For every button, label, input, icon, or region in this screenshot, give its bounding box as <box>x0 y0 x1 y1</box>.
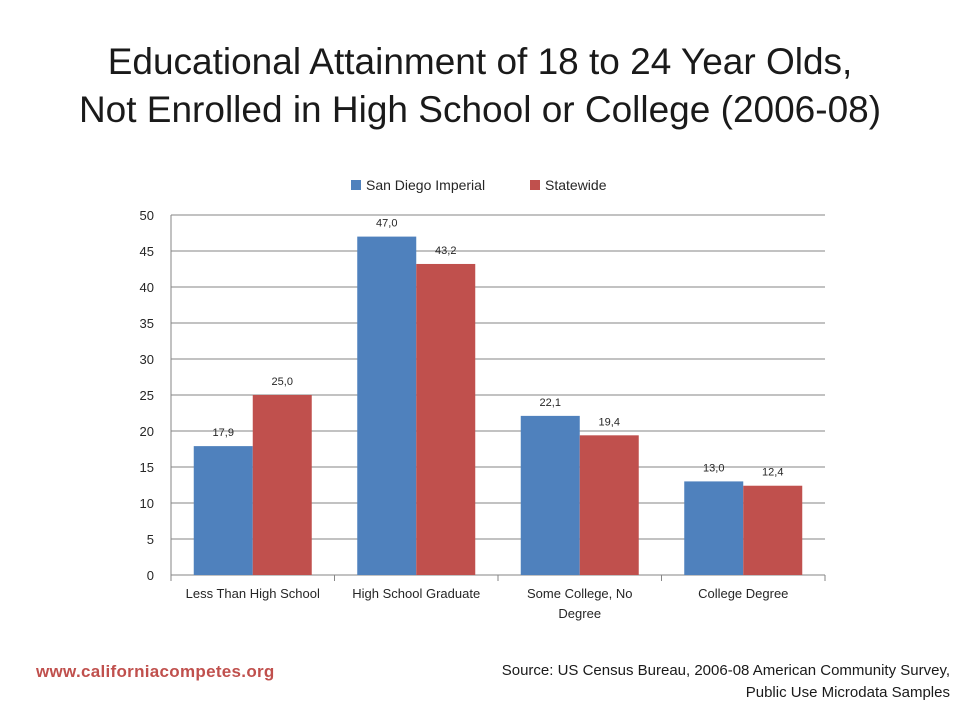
x-tick-label: Degree <box>558 606 601 621</box>
y-tick-label: 35 <box>140 316 154 331</box>
source-note-line-2: Public Use Microdata Samples <box>745 684 950 701</box>
chart-title: Educational Attainment of 18 to 24 Year … <box>0 38 960 134</box>
bar-san-diego-imperial <box>520 415 580 575</box>
legend-label: San Diego Imperial <box>366 177 485 193</box>
y-tick-label: 5 <box>147 532 154 547</box>
bar-statewide <box>743 485 803 575</box>
data-label: 19,4 <box>599 416 620 428</box>
bar-san-diego-imperial <box>193 446 253 575</box>
bar-statewide <box>252 395 312 575</box>
bar-statewide <box>416 263 476 575</box>
x-tick-label: Some College, No <box>527 586 633 601</box>
y-tick-label: 30 <box>140 352 154 367</box>
y-tick-label: 0 <box>147 568 154 583</box>
chart-title-line-1: Educational Attainment of 18 to 24 Year … <box>107 41 853 82</box>
x-tick-label: Less Than High School <box>186 586 320 601</box>
data-label: 13,0 <box>703 462 724 474</box>
source-note-line-1: Source: US Census Bureau, 2006-08 Americ… <box>501 662 950 679</box>
data-label: 12,4 <box>762 467 783 479</box>
data-label: 17,9 <box>213 427 234 439</box>
data-label: 47,0 <box>376 218 397 230</box>
y-tick-label: 40 <box>140 280 154 295</box>
website-link[interactable]: www.californiacompetes.org <box>36 662 275 681</box>
x-tick-label: College Degree <box>698 586 788 601</box>
bar-statewide <box>579 435 639 575</box>
data-label: 22,1 <box>540 397 561 409</box>
data-label: 43,2 <box>435 245 456 257</box>
source-note: Source: US Census Bureau, 2006-08 Americ… <box>502 660 950 704</box>
y-tick-label: 25 <box>140 388 154 403</box>
y-tick-label: 15 <box>140 460 154 475</box>
bar-san-diego-imperial <box>684 481 744 575</box>
y-tick-label: 45 <box>140 244 154 259</box>
legend-swatch <box>530 180 540 190</box>
legend-swatch <box>351 180 361 190</box>
x-tick-label: High School Graduate <box>352 586 480 601</box>
y-tick-label: 20 <box>140 424 154 439</box>
y-tick-label: 50 <box>140 208 154 223</box>
y-tick-label: 10 <box>140 496 154 511</box>
data-label: 25,0 <box>272 376 293 388</box>
legend-label: Statewide <box>545 177 607 193</box>
chart-title-line-2: Not Enrolled in High School or College (… <box>78 89 882 130</box>
bar-san-diego-imperial <box>357 236 417 575</box>
